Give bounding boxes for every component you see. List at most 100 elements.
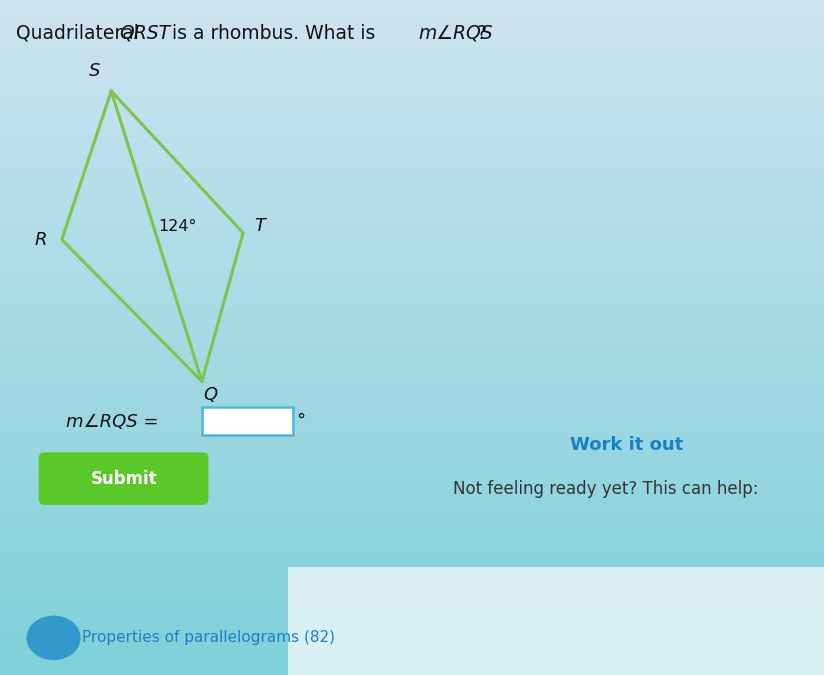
- Bar: [0, 59, 824, 61]
- Bar: [0, 270, 824, 272]
- Bar: [0, 106, 824, 108]
- Bar: [0, 657, 824, 659]
- Bar: [0, 261, 824, 263]
- Text: Not feeling ready yet? This can help:: Not feeling ready yet? This can help:: [453, 481, 758, 498]
- FancyBboxPatch shape: [288, 567, 824, 675]
- Bar: [0, 572, 824, 574]
- Bar: [0, 9, 824, 11]
- Bar: [0, 608, 824, 610]
- Text: ?: ?: [476, 24, 486, 43]
- Bar: [0, 322, 824, 324]
- Bar: [0, 418, 824, 421]
- Bar: [0, 140, 824, 142]
- Bar: [0, 558, 824, 560]
- Bar: [0, 295, 824, 297]
- Bar: [0, 115, 824, 117]
- Bar: [0, 373, 824, 376]
- Bar: [0, 407, 824, 410]
- Bar: [0, 308, 824, 310]
- Bar: [0, 421, 824, 423]
- Bar: [0, 38, 824, 40]
- Bar: [0, 383, 824, 385]
- Bar: [0, 594, 824, 596]
- Text: QRST: QRST: [119, 24, 171, 43]
- Bar: [0, 292, 824, 295]
- Bar: [0, 504, 824, 506]
- Bar: [0, 610, 824, 612]
- Bar: [0, 173, 824, 176]
- Bar: [0, 466, 824, 468]
- Bar: [0, 416, 824, 418]
- Bar: [0, 427, 824, 430]
- Bar: [0, 623, 824, 626]
- Bar: [0, 225, 824, 227]
- Bar: [0, 648, 824, 650]
- Bar: [0, 11, 824, 14]
- Bar: [0, 74, 824, 76]
- Bar: [0, 403, 824, 405]
- Bar: [0, 268, 824, 270]
- Text: is a rhombus. What is: is a rhombus. What is: [166, 24, 382, 43]
- Bar: [0, 189, 824, 191]
- Bar: [0, 601, 824, 603]
- Bar: [0, 526, 824, 529]
- Bar: [0, 2, 824, 5]
- Bar: [0, 81, 824, 83]
- Bar: [0, 63, 824, 65]
- Bar: [0, 29, 824, 32]
- Bar: [0, 27, 824, 29]
- Bar: [0, 286, 824, 288]
- Bar: [0, 338, 824, 340]
- Bar: [0, 425, 824, 427]
- Text: Quadrilateral: Quadrilateral: [16, 24, 145, 43]
- Bar: [0, 491, 824, 493]
- Bar: [0, 515, 824, 518]
- Bar: [0, 178, 824, 180]
- Bar: [0, 410, 824, 412]
- Bar: [0, 599, 824, 601]
- Bar: [0, 358, 824, 360]
- Bar: [0, 520, 824, 522]
- Bar: [0, 83, 824, 86]
- Bar: [0, 616, 824, 619]
- Bar: [0, 61, 824, 63]
- Bar: [0, 587, 824, 589]
- Bar: [0, 583, 824, 585]
- Bar: [0, 288, 824, 290]
- Bar: [0, 187, 824, 189]
- Bar: [0, 448, 824, 450]
- Bar: [0, 441, 824, 443]
- Bar: [0, 68, 824, 70]
- Bar: [0, 486, 824, 488]
- Bar: [0, 540, 824, 542]
- Bar: [0, 452, 824, 454]
- Bar: [0, 554, 824, 556]
- Bar: [0, 457, 824, 459]
- Bar: [0, 169, 824, 171]
- Bar: [0, 36, 824, 38]
- Bar: [0, 387, 824, 389]
- Bar: [0, 167, 824, 169]
- Bar: [0, 196, 824, 198]
- Bar: [0, 250, 824, 252]
- Bar: [0, 119, 824, 122]
- Bar: [0, 434, 824, 437]
- Text: Submit: Submit: [91, 470, 157, 487]
- Bar: [0, 578, 824, 580]
- Bar: [0, 232, 824, 234]
- Bar: [0, 319, 824, 322]
- Bar: [0, 256, 824, 259]
- Bar: [0, 637, 824, 639]
- Bar: [0, 378, 824, 380]
- Bar: [0, 356, 824, 358]
- Bar: [0, 502, 824, 504]
- Bar: [0, 207, 824, 209]
- Bar: [0, 148, 824, 151]
- Bar: [0, 567, 824, 569]
- Bar: [0, 223, 824, 225]
- Bar: [0, 101, 824, 103]
- Bar: [0, 513, 824, 515]
- Text: m∠RQS =: m∠RQS =: [66, 413, 164, 431]
- Bar: [0, 621, 824, 623]
- Bar: [0, 432, 824, 434]
